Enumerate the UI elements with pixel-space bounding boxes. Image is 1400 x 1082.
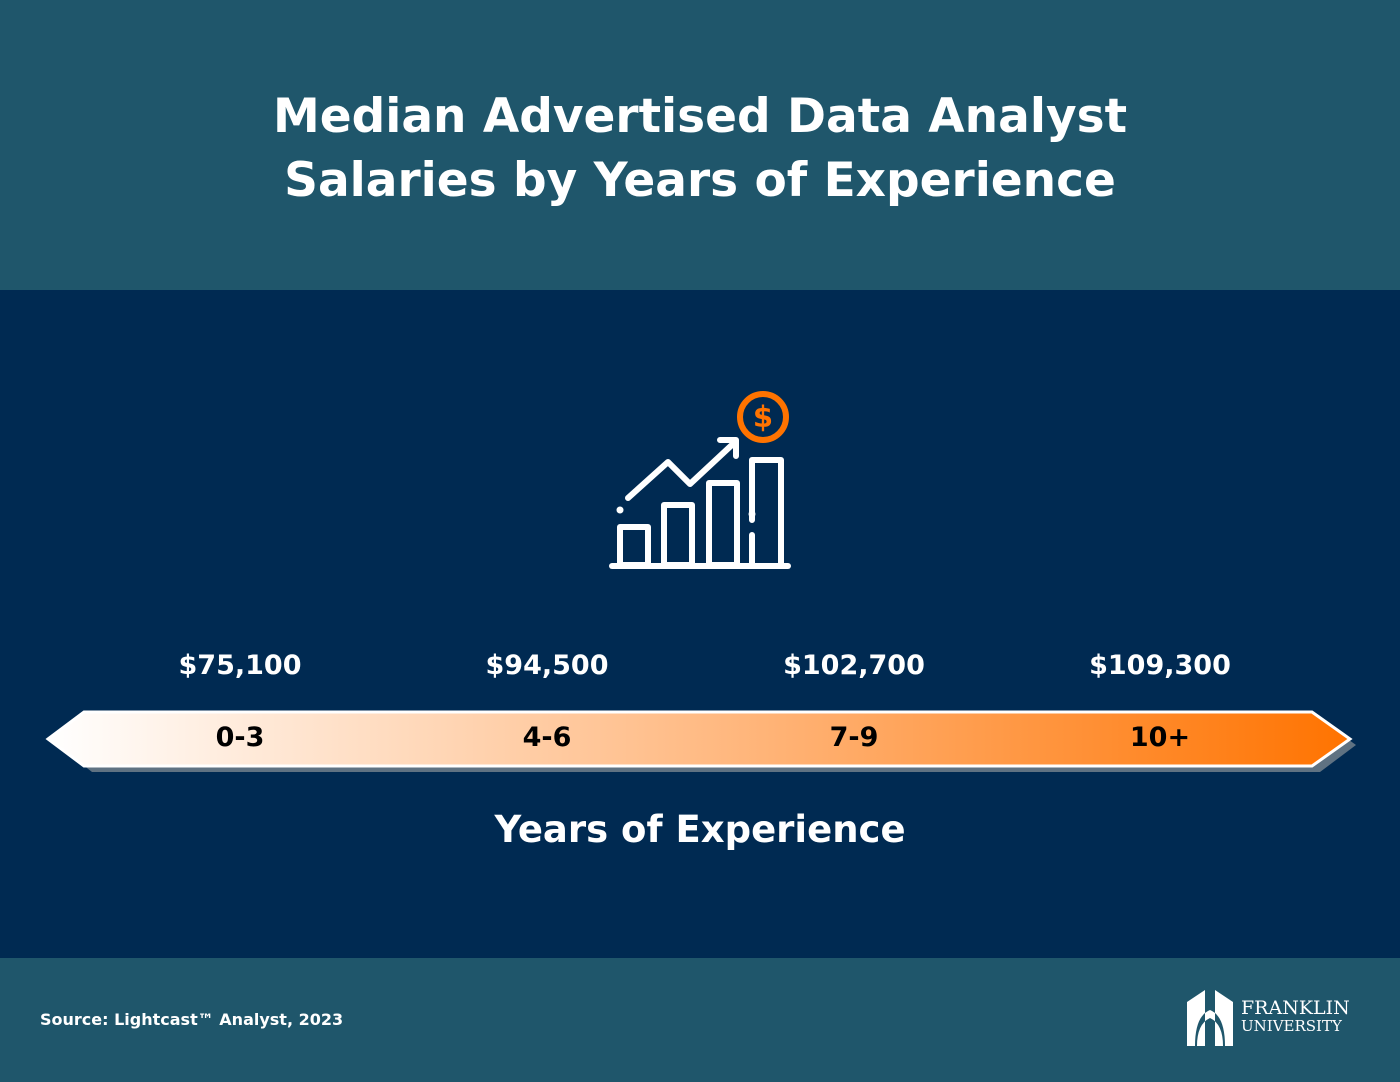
experience-range-label: 4-6 — [522, 722, 572, 753]
salary-label: $109,300 — [1089, 650, 1231, 681]
x-axis-label: Years of Experience — [494, 808, 906, 851]
logo-line-2: UNIVERSITY — [1241, 1017, 1342, 1035]
franklin-arch-icon — [1187, 990, 1233, 1046]
salary-label: $75,100 — [178, 650, 302, 681]
franklin-logo: FRANKLIN UNIVERSITY — [1185, 988, 1350, 1046]
experience-range-label: 7-9 — [829, 722, 879, 753]
growth-chart-dollar-icon: $ — [609, 391, 791, 569]
page-title: Median Advertised Data Analyst Salaries b… — [0, 85, 1400, 213]
salary-label: $102,700 — [783, 650, 925, 681]
svg-text:$: $ — [753, 400, 773, 434]
experience-range-label: 0-3 — [215, 722, 265, 753]
chart-area — [0, 290, 1400, 958]
source-note: Source: Lightcast™ Analyst, 2023 — [40, 1010, 344, 1029]
title-line-1: Median Advertised Data Analyst — [272, 89, 1128, 144]
salary-label: $94,500 — [485, 650, 609, 681]
header-band: Median Advertised Data Analyst Salaries b… — [0, 0, 1400, 290]
experience-arrow — [45, 710, 1356, 772]
logo-line-1: FRANKLIN — [1241, 997, 1350, 1019]
experience-range-label: 10+ — [1129, 722, 1191, 753]
title-line-2: Salaries by Years of Experience — [284, 153, 1116, 208]
footer-band — [0, 958, 1400, 1082]
